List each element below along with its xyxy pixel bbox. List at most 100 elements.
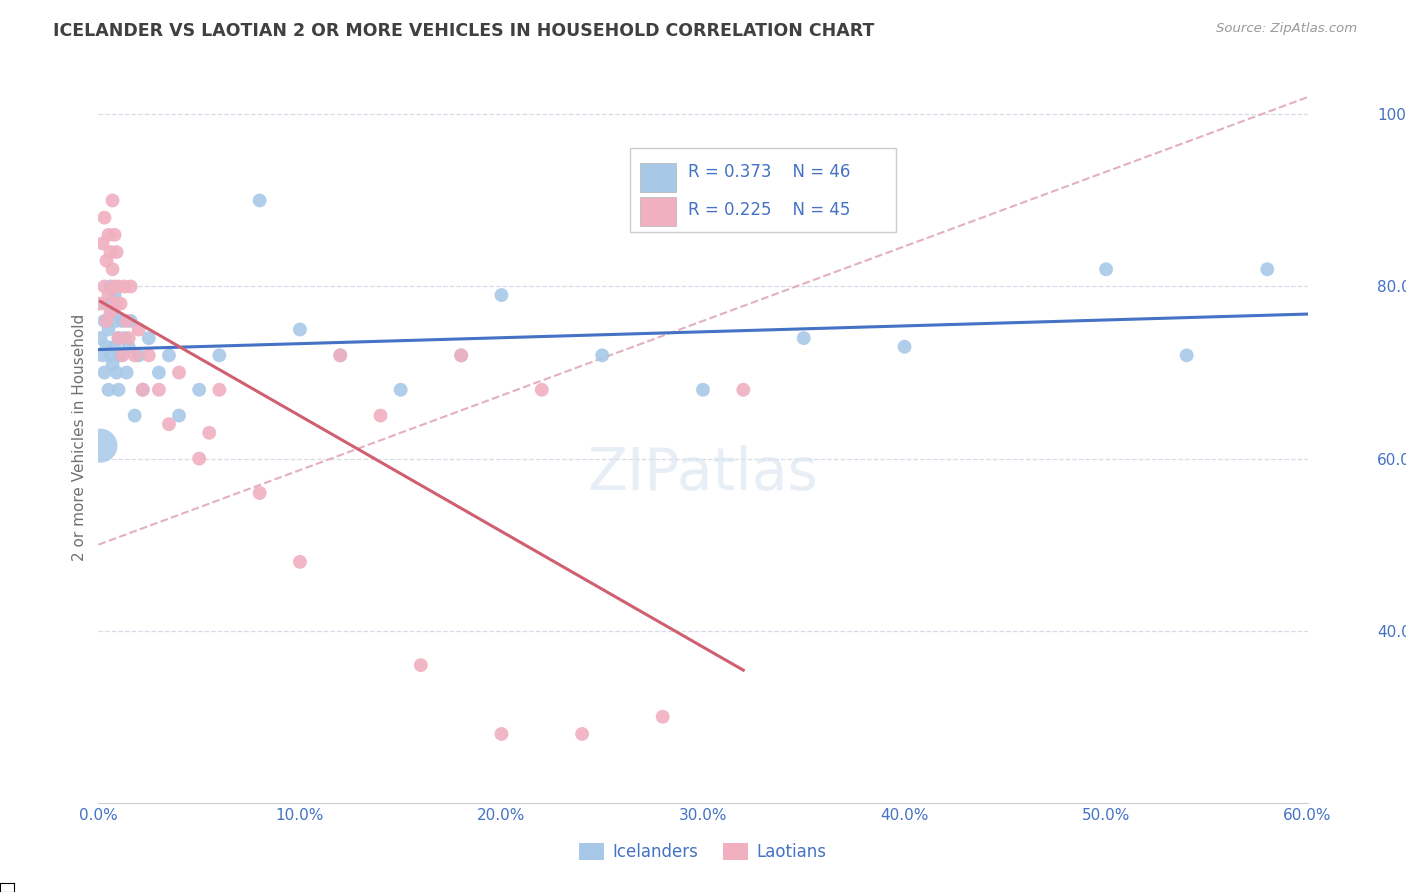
- Point: [97, 322, 120, 336]
- Point: [96, 296, 118, 310]
- Point: [103, 227, 125, 242]
- Point: [89, 296, 111, 310]
- Point: [114, 279, 136, 293]
- FancyBboxPatch shape: [630, 148, 897, 232]
- Point: [198, 425, 221, 440]
- Point: [188, 451, 211, 466]
- Point: [107, 331, 129, 345]
- Legend: Icelanders, Laotians: Icelanders, Laotians: [572, 836, 834, 868]
- Text: R = 0.225    N = 45: R = 0.225 N = 45: [689, 202, 851, 219]
- Point: [288, 555, 311, 569]
- Point: [249, 486, 271, 500]
- Point: [491, 288, 513, 302]
- Point: [138, 331, 160, 345]
- Point: [110, 348, 132, 362]
- Point: [107, 279, 129, 293]
- Point: [288, 322, 311, 336]
- Point: [89, 439, 111, 453]
- Point: [389, 383, 412, 397]
- Bar: [640, 162, 676, 192]
- Point: [100, 305, 122, 319]
- Point: [97, 227, 120, 242]
- Point: [167, 409, 190, 423]
- Point: [100, 348, 122, 362]
- Point: [128, 322, 150, 336]
- Point: [111, 314, 134, 328]
- Point: [93, 211, 115, 225]
- Point: [450, 348, 472, 362]
- Text: Source: ZipAtlas.com: Source: ZipAtlas.com: [1216, 22, 1357, 36]
- Point: [571, 727, 593, 741]
- Point: [329, 348, 352, 362]
- Point: [124, 409, 146, 423]
- Point: [148, 383, 170, 397]
- Point: [91, 236, 114, 251]
- Text: ICELANDER VS LAOTIAN 2 OR MORE VEHICLES IN HOUSEHOLD CORRELATION CHART: ICELANDER VS LAOTIAN 2 OR MORE VEHICLES …: [53, 22, 875, 40]
- Point: [115, 366, 138, 380]
- Point: [167, 366, 190, 380]
- Point: [188, 383, 211, 397]
- Point: [97, 288, 120, 302]
- Point: [100, 245, 122, 260]
- Point: [138, 348, 160, 362]
- Point: [893, 340, 915, 354]
- Point: [157, 348, 180, 362]
- Point: [118, 340, 141, 354]
- Point: [105, 296, 128, 310]
- Point: [91, 348, 114, 362]
- Point: [100, 279, 122, 293]
- Point: [1175, 348, 1198, 362]
- Point: [114, 331, 136, 345]
- Point: [93, 366, 115, 380]
- Point: [793, 331, 815, 345]
- Point: [93, 314, 115, 328]
- Point: [1256, 262, 1278, 277]
- Point: [110, 296, 132, 310]
- Point: [101, 305, 124, 319]
- Point: [96, 253, 118, 268]
- Point: [115, 314, 138, 328]
- Point: [107, 383, 129, 397]
- Point: [101, 357, 124, 371]
- Point: [103, 279, 125, 293]
- Point: [208, 383, 231, 397]
- Point: [208, 348, 231, 362]
- Point: [111, 348, 134, 362]
- Point: [132, 383, 155, 397]
- Point: [96, 340, 118, 354]
- Y-axis label: 2 or more Vehicles in Household: 2 or more Vehicles in Household: [72, 313, 87, 561]
- Point: [124, 348, 146, 362]
- Point: [120, 279, 142, 293]
- Point: [1095, 262, 1118, 277]
- Point: [651, 710, 673, 724]
- Point: [692, 383, 714, 397]
- Text: R = 0.373    N = 46: R = 0.373 N = 46: [689, 163, 851, 181]
- Point: [89, 331, 111, 345]
- Point: [96, 314, 118, 328]
- Point: [249, 194, 271, 208]
- Point: [591, 348, 613, 362]
- Point: [97, 383, 120, 397]
- Point: [120, 314, 142, 328]
- Point: [491, 727, 513, 741]
- Point: [107, 331, 129, 345]
- Point: [101, 262, 124, 277]
- Text: ZIPatlas: ZIPatlas: [588, 445, 818, 502]
- Point: [103, 288, 125, 302]
- Point: [409, 658, 432, 673]
- Point: [103, 340, 125, 354]
- Point: [128, 348, 150, 362]
- Point: [132, 383, 155, 397]
- Point: [733, 383, 755, 397]
- Point: [101, 194, 124, 208]
- Point: [157, 417, 180, 432]
- Point: [105, 314, 128, 328]
- Point: [105, 366, 128, 380]
- Point: [530, 383, 553, 397]
- Point: [450, 348, 472, 362]
- Point: [329, 348, 352, 362]
- Point: [148, 366, 170, 380]
- Bar: [640, 197, 676, 227]
- Point: [118, 331, 141, 345]
- Point: [370, 409, 392, 423]
